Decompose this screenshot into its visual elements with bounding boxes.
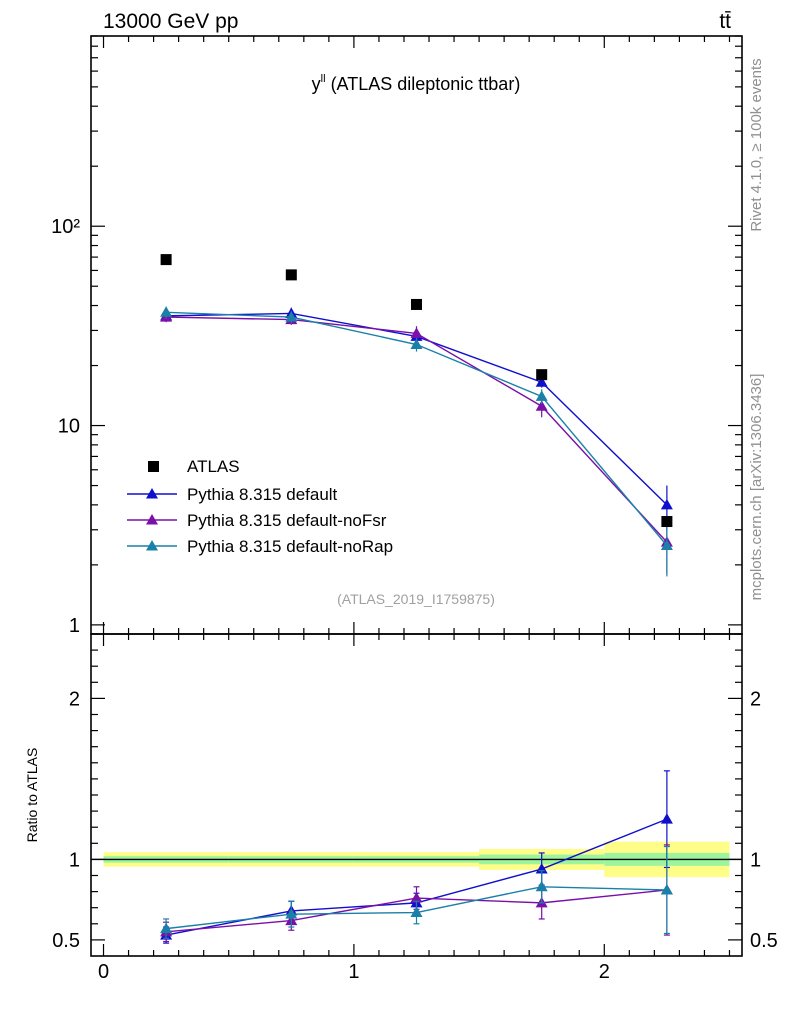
legend-label: Pythia 8.315 default-noRap [187,537,393,556]
series-marker [535,376,548,387]
y-tick-label: 2 [69,688,80,710]
legend-label: Pythia 8.315 default-noFsr [187,511,387,530]
y-tick-label: 2 [750,688,761,710]
legend-marker [146,488,158,499]
data-marker [536,369,548,381]
collision-label: 13000 GeV pp [103,10,238,33]
ratio-panel: 0.5 0.5 1 1 2 2 Ratio to ATLAS [24,633,778,957]
ratio-ylabel: Ratio to ATLAS [24,748,40,843]
y-tick-label: 0.5 [750,930,778,952]
series-marker [160,306,173,317]
legend-marker [146,540,158,551]
mcplots-label: mcplots.cern.ch [arXiv:1306.3436] [748,374,765,601]
ratio-series-marker [410,906,423,918]
series-marker [410,338,423,350]
y-tick-label: 1 [69,615,80,637]
legend-marker [146,514,158,525]
ratio-series-marker [285,908,298,919]
legend-label: Pythia 8.315 default [187,485,338,504]
y-tick-label: 10 [58,416,80,438]
data-marker [661,516,673,528]
y-tick-label: 1 [750,849,761,871]
y-tick-label: 1 [69,849,80,871]
legend: ATLAS Pythia 8.315 default Pythia 8.315 de… [127,457,393,556]
data-marker [285,269,297,281]
y-tick-label: 10² [51,216,80,238]
x-tick-label: 1 [348,961,359,983]
ratio-frame [90,633,743,957]
rivet-label: Rivet 4.1.0, ≥ 100k events [748,58,765,231]
ratio-series-marker [410,892,423,903]
ratio-series-marker [660,813,673,824]
data-marker [160,254,172,266]
x-tick-label: 0 [98,961,109,983]
y-tick-label: 0.5 [52,930,80,952]
ratio-series-marker [535,880,548,892]
main-panel: 1 10 10² yll (ATLAS dileptonic ttbar) (ATL… [51,35,743,637]
series-marker [535,400,548,411]
legend-label: ATLAS [187,457,240,476]
ratio-series-marker [160,922,173,934]
process-label: tt̄ [719,10,731,33]
series-marker [660,498,673,510]
series-marker [660,539,673,551]
plot-title: yll (ATLAS dileptonic ttbar) [312,73,521,94]
x-tick-label: 2 [599,961,610,983]
series-marker [285,311,298,322]
data-marker [411,298,422,310]
series-marker [535,390,548,401]
series-marker [410,327,423,338]
analysis-label: (ATLAS_2019_I1759875) [337,591,495,607]
legend-data-marker [148,461,159,472]
ratio-series-marker [660,883,673,895]
